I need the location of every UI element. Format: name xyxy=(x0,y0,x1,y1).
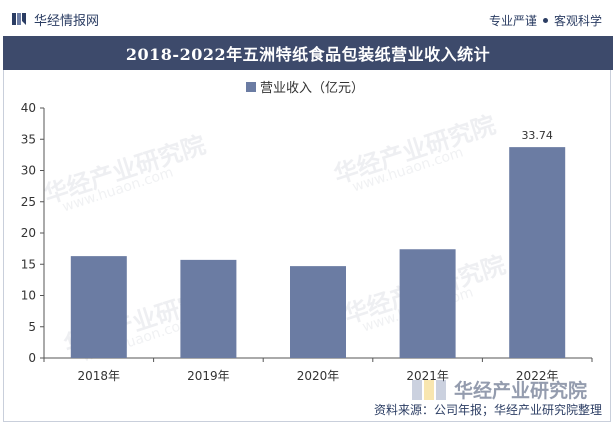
x-tick-label: 2022年 xyxy=(516,369,559,383)
y-tick-label: 0 xyxy=(28,351,36,365)
brand: 华经情报网 xyxy=(12,10,100,29)
brand-logo-icon xyxy=(12,13,26,25)
y-tick-label: 25 xyxy=(21,195,36,209)
top-bar: 华经情报网 专业严谨 客观科学 xyxy=(0,0,616,36)
tagline: 专业严谨 客观科学 xyxy=(489,12,602,29)
x-tick-label: 2020年 xyxy=(297,369,340,383)
y-tick-label: 40 xyxy=(21,101,36,115)
footer-logo-text: 华经产业研究院 xyxy=(454,380,588,402)
y-tick-label: 20 xyxy=(21,226,36,240)
tagline-left: 专业严谨 xyxy=(488,14,537,28)
chart-title: 2018-2022年五洲特纸食品包装纸营业收入统计 xyxy=(125,45,491,64)
bar xyxy=(290,266,346,358)
chart-title-bar: 2018-2022年五洲特纸食品包装纸营业收入统计 xyxy=(3,36,613,70)
y-tick-label: 10 xyxy=(21,289,36,303)
bar xyxy=(399,249,456,358)
x-tick-label: 2018年 xyxy=(78,369,121,383)
footer-logo: 华经产业研究院 xyxy=(412,376,587,403)
legend-swatch xyxy=(246,81,256,92)
tagline-dot-icon xyxy=(542,18,548,23)
tagline-right: 客观科学 xyxy=(553,14,602,28)
y-tick-label: 15 xyxy=(21,257,36,271)
y-tick-label: 35 xyxy=(21,132,36,146)
source-note: 资料来源：公司年报；华经产业研究院整理 xyxy=(373,403,602,417)
footer-logo-icon xyxy=(412,379,446,400)
legend: 营业收入（亿元） xyxy=(246,77,364,96)
bar xyxy=(509,147,566,358)
bar xyxy=(180,259,237,358)
legend-label: 营业收入（亿元） xyxy=(260,81,365,96)
y-tick-label: 30 xyxy=(21,164,36,178)
data-label: 33.74 xyxy=(521,129,553,142)
brand-name: 华经情报网 xyxy=(34,13,100,29)
bar xyxy=(70,256,127,358)
y-tick-label: 5 xyxy=(28,320,36,334)
x-tick-label: 2019年 xyxy=(187,369,230,383)
x-tick-label: 2021年 xyxy=(406,369,449,383)
plot-frame xyxy=(3,70,611,422)
